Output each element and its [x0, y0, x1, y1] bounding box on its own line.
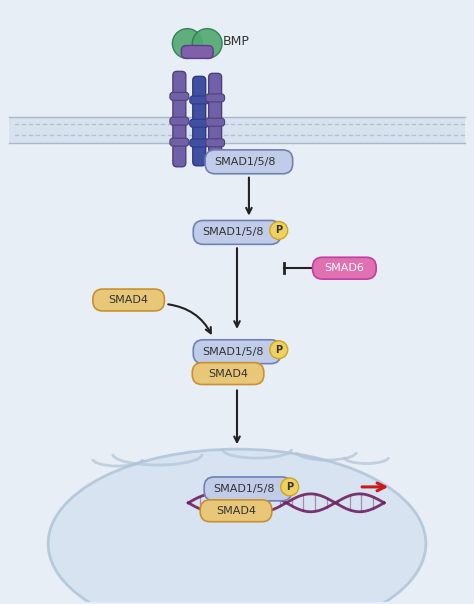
FancyBboxPatch shape [190, 96, 209, 104]
FancyBboxPatch shape [204, 477, 292, 501]
FancyBboxPatch shape [206, 139, 225, 147]
FancyBboxPatch shape [182, 45, 213, 59]
Text: SMAD4: SMAD4 [216, 506, 256, 516]
FancyBboxPatch shape [173, 71, 186, 167]
Text: SMAD4: SMAD4 [208, 368, 248, 379]
Text: P: P [286, 482, 293, 492]
FancyBboxPatch shape [209, 73, 221, 167]
Text: BMP: BMP [223, 35, 250, 48]
FancyBboxPatch shape [170, 138, 189, 146]
Text: SMAD6: SMAD6 [324, 263, 365, 273]
FancyBboxPatch shape [205, 150, 292, 174]
FancyBboxPatch shape [206, 118, 225, 126]
FancyBboxPatch shape [170, 92, 189, 100]
FancyBboxPatch shape [170, 117, 189, 125]
FancyBboxPatch shape [193, 220, 281, 245]
FancyBboxPatch shape [190, 139, 209, 147]
FancyBboxPatch shape [312, 257, 376, 279]
Text: SMAD4: SMAD4 [109, 295, 149, 305]
Bar [9, 117, 465, 143]
Circle shape [281, 478, 299, 496]
Text: SMAD1/5/8: SMAD1/5/8 [213, 484, 275, 494]
FancyBboxPatch shape [206, 94, 225, 102]
Text: SMAD1/5/8: SMAD1/5/8 [202, 228, 264, 237]
Circle shape [173, 28, 202, 59]
Text: P: P [275, 345, 283, 355]
Ellipse shape [48, 449, 426, 604]
FancyBboxPatch shape [200, 500, 272, 522]
Text: P: P [275, 225, 283, 236]
Circle shape [270, 341, 288, 359]
FancyBboxPatch shape [93, 289, 164, 311]
FancyBboxPatch shape [190, 119, 209, 127]
Circle shape [270, 222, 288, 239]
Text: SMAD1/5/8: SMAD1/5/8 [202, 347, 264, 357]
FancyBboxPatch shape [193, 340, 281, 364]
FancyBboxPatch shape [193, 76, 206, 166]
Circle shape [192, 28, 222, 59]
Text: SMAD1/5/8: SMAD1/5/8 [214, 157, 276, 167]
FancyBboxPatch shape [192, 362, 264, 385]
